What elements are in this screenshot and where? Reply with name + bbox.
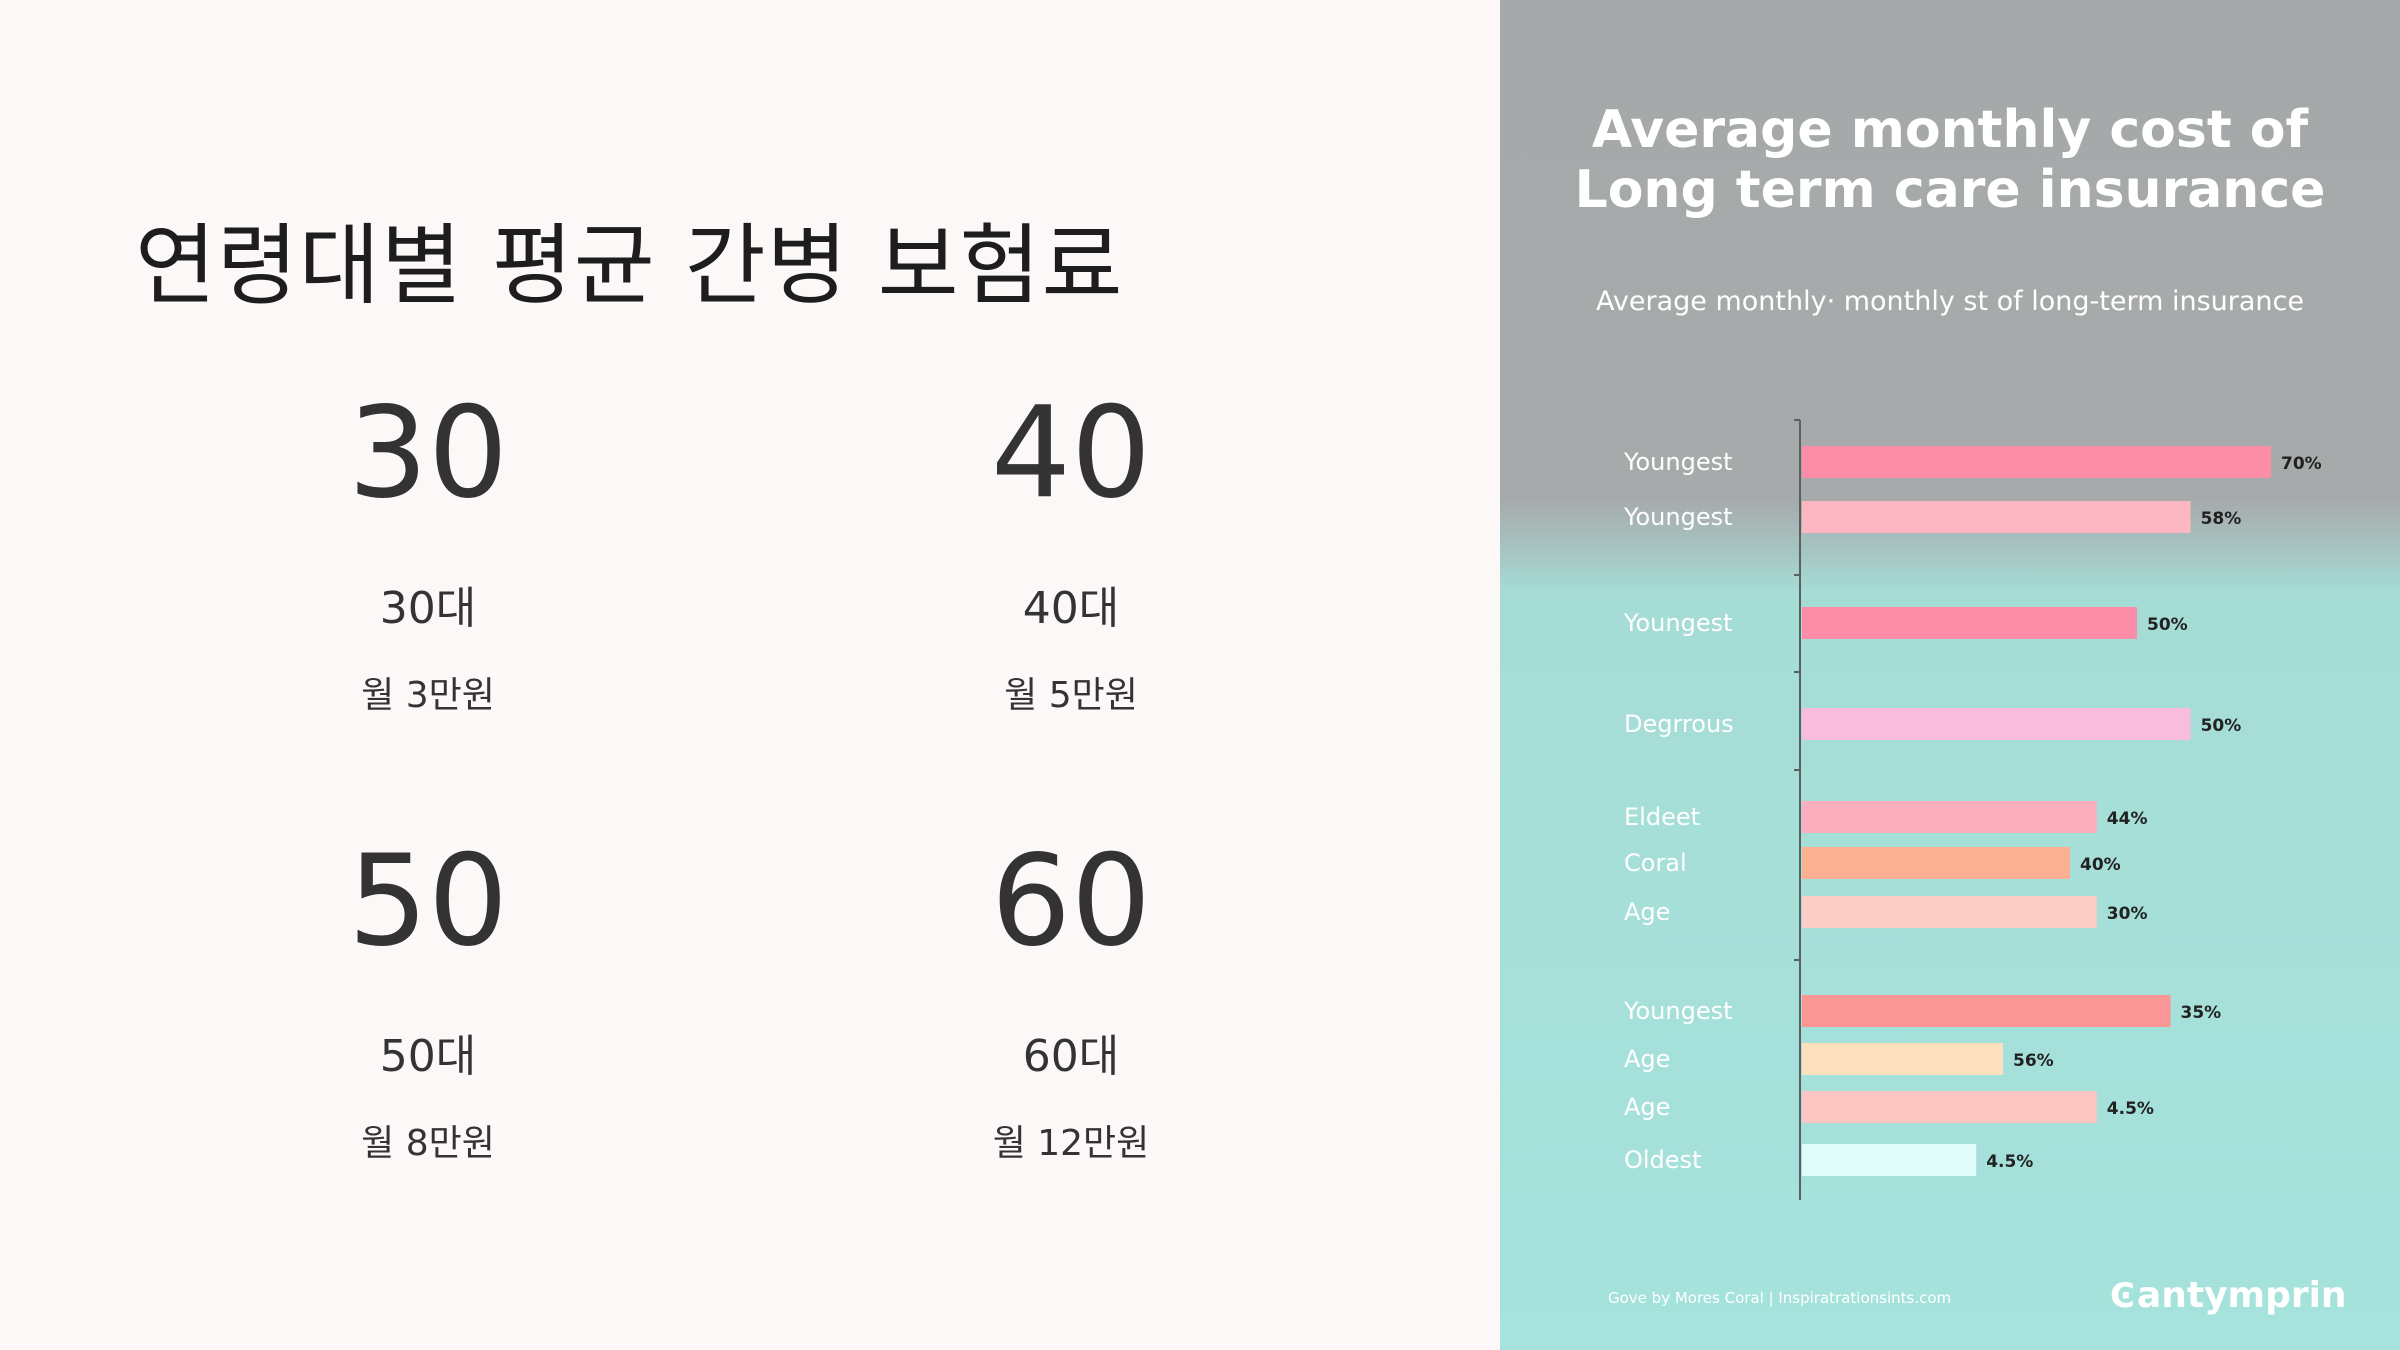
bar	[1802, 1043, 2003, 1075]
category-label: Youngest	[1623, 609, 1733, 637]
stat-40s: 40 40대 월 5만원	[851, 390, 1291, 718]
category-label: Coral	[1624, 849, 1687, 877]
category-label: Degrrous	[1624, 710, 1734, 738]
value-label: 4.5%	[2107, 1099, 2154, 1119]
footer-credit: Gove by Mores Coral | Inspiratrationsint…	[1608, 1289, 1952, 1307]
bar-chart: Youngest 70% Youngest 58% Youngest 50% Degrrou…	[1623, 419, 2322, 1200]
stat-decade: 60대	[1022, 1031, 1120, 1082]
stat-number: 50	[347, 827, 509, 974]
value-label: 4.5%	[1986, 1152, 2033, 1172]
category-label: Youngest	[1623, 503, 1733, 531]
bar	[1802, 501, 2191, 533]
value-label: 44%	[2107, 809, 2148, 829]
chart-title: Average monthly cost of Long term care i…	[1500, 100, 2400, 220]
bar	[1802, 708, 2191, 740]
value-label: 50%	[2201, 716, 2242, 736]
brand-name: antymprin	[2136, 1275, 2347, 1316]
bar	[1802, 847, 2070, 879]
value-label: 56%	[2013, 1051, 2054, 1071]
stat-60s: 60 60대 월 12만원	[851, 838, 1291, 1166]
stat-decade: 30대	[379, 583, 477, 634]
value-label: 30%	[2107, 904, 2148, 924]
stat-cost: 월 3만원	[361, 675, 495, 716]
c-logo-icon: Ͼ	[2110, 1276, 2135, 1316]
bar	[1802, 896, 2097, 928]
stat-30s: 30 30대 월 3만원	[208, 390, 648, 718]
bar	[1802, 607, 2137, 639]
value-label: 70%	[2281, 454, 2322, 474]
category-label: Youngest	[1623, 997, 1733, 1025]
category-label: Eldeet	[1624, 803, 1700, 831]
left-panel: 연령대별 평균 간병 보험료 30 30대 월 3만원 40 40대 월 5만원…	[135, 214, 1291, 1166]
stat-decade: 50대	[379, 1031, 477, 1082]
infographic-panel: Average monthly cost of Long term care i…	[1500, 0, 2400, 1350]
stat-number: 40	[990, 379, 1152, 526]
category-label: Oldest	[1624, 1146, 1701, 1174]
value-label: 35%	[2181, 1003, 2222, 1023]
category-label: Age	[1624, 1045, 1670, 1073]
page-title: 연령대별 평균 간병 보험료	[135, 214, 1124, 317]
chart-title-line-1: Average monthly cost of	[1591, 100, 2309, 160]
category-label: Age	[1624, 898, 1670, 926]
bar	[1802, 1144, 1977, 1176]
stat-decade: 40대	[1022, 583, 1120, 634]
stat-number: 30	[347, 379, 509, 526]
brand-logo: Ͼantymprin	[2110, 1275, 2347, 1316]
chart-subtitle: Average monthly· monthly st of long-term…	[1596, 286, 2304, 317]
stat-cost: 월 5만원	[1004, 675, 1138, 716]
value-label: 58%	[2201, 509, 2242, 529]
category-label: Age	[1624, 1093, 1670, 1121]
bar	[1802, 995, 2171, 1027]
stat-number: 60	[990, 827, 1152, 974]
value-label: 40%	[2080, 855, 2121, 875]
chart-title-line-2: Long term care insurance	[1574, 160, 2326, 220]
bar	[1802, 801, 2097, 833]
stat-cost: 월 12만원	[992, 1123, 1150, 1164]
bar	[1802, 1091, 2097, 1123]
category-label: Youngest	[1623, 448, 1733, 476]
stat-cost: 월 8만원	[361, 1123, 495, 1164]
value-label: 50%	[2147, 615, 2188, 635]
bar	[1802, 446, 2271, 478]
stat-50s: 50 50대 월 8만원	[208, 838, 648, 1166]
